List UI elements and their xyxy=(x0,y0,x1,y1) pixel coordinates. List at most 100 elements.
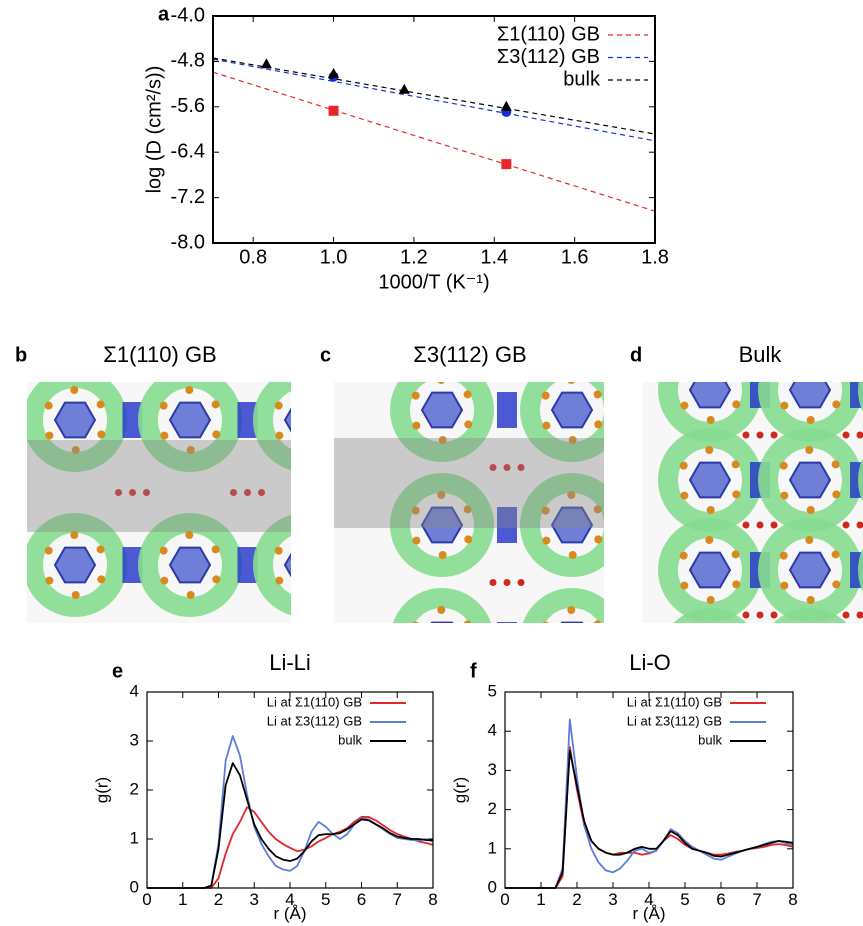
atom xyxy=(302,591,310,599)
li-cluster xyxy=(497,507,517,543)
atom xyxy=(230,489,237,496)
x-tick-label: 6 xyxy=(357,890,366,909)
atom xyxy=(503,464,511,471)
li-cluster xyxy=(750,642,770,678)
point xyxy=(328,67,340,78)
x-axis-label: r (Å) xyxy=(632,904,665,923)
atom xyxy=(463,505,472,514)
atom xyxy=(129,489,136,496)
atom xyxy=(518,694,525,701)
panel-label: e xyxy=(112,660,123,682)
polyhedron xyxy=(420,391,464,429)
atom xyxy=(680,372,688,380)
atom xyxy=(832,580,841,589)
atom xyxy=(503,579,511,586)
y-tick-label: 0 xyxy=(488,877,497,896)
atom xyxy=(96,545,105,554)
atom xyxy=(593,620,602,623)
y-tick-label: 1 xyxy=(130,828,139,847)
atom xyxy=(274,401,283,410)
atom xyxy=(780,581,789,590)
atom xyxy=(742,521,750,529)
atom xyxy=(705,356,713,364)
atom xyxy=(856,431,863,439)
y-axis-label: log (D (cm²/s)) xyxy=(143,66,165,194)
x-tick-label: 1 xyxy=(178,890,187,909)
atom xyxy=(567,382,575,385)
structure-image xyxy=(642,356,863,694)
line xyxy=(505,718,794,889)
legend-label: bulk xyxy=(563,68,601,90)
atom xyxy=(160,576,169,585)
atom xyxy=(437,606,446,615)
atom xyxy=(412,621,419,623)
li-cluster xyxy=(237,402,258,438)
point xyxy=(500,100,512,111)
li-ring xyxy=(673,608,747,623)
polyhedron xyxy=(168,401,212,439)
legend-label: Li at Σ3(112) GB xyxy=(267,713,362,728)
y-tick-label: 0 xyxy=(130,877,139,896)
li-ring xyxy=(773,608,847,623)
atom xyxy=(707,686,715,694)
atom xyxy=(70,531,79,540)
li-ring xyxy=(390,473,494,577)
li-ring xyxy=(520,473,604,577)
point xyxy=(501,159,512,170)
x-tick-label: 1.4 xyxy=(480,246,508,268)
atom xyxy=(594,535,603,544)
atom xyxy=(45,576,54,585)
li-ring xyxy=(138,382,242,472)
y-tick-label: 5 xyxy=(488,681,497,700)
atom xyxy=(679,551,688,560)
li-ring xyxy=(390,382,494,462)
atom xyxy=(412,652,420,660)
atom xyxy=(634,579,641,586)
gb-band xyxy=(27,440,291,532)
y-axis-label: g(r) xyxy=(92,777,111,803)
y-tick-label: 1 xyxy=(488,838,497,857)
polyhedron xyxy=(283,407,291,433)
atom xyxy=(345,634,352,641)
line xyxy=(147,735,434,889)
li-cluster xyxy=(497,622,517,623)
atom xyxy=(770,521,778,529)
atom xyxy=(258,634,265,641)
atom xyxy=(463,390,472,399)
x-tick-label: 7 xyxy=(393,890,402,909)
panel-title: Bulk xyxy=(739,342,783,367)
x-tick-label: 7 xyxy=(752,890,761,909)
line xyxy=(505,749,794,889)
line xyxy=(505,745,794,889)
atom xyxy=(705,446,714,455)
structure-image xyxy=(27,382,352,641)
atom xyxy=(541,506,550,515)
atom xyxy=(568,550,577,559)
atom xyxy=(705,536,714,545)
li-cluster xyxy=(122,547,143,583)
panel-label: b xyxy=(15,344,27,366)
plot-frame xyxy=(146,691,434,889)
li-ring xyxy=(253,514,291,616)
li-ring xyxy=(520,382,604,462)
atom xyxy=(620,694,627,701)
atom xyxy=(634,464,641,471)
x-tick-label: 5 xyxy=(321,890,330,909)
atom xyxy=(438,435,447,444)
atom xyxy=(327,400,335,408)
atom xyxy=(806,595,815,604)
atom xyxy=(275,576,284,585)
polyhedron xyxy=(790,643,830,678)
x-axis-label: r (Å) xyxy=(273,904,306,923)
chart-title: Li-Li xyxy=(269,650,311,675)
atom xyxy=(212,430,221,439)
polyhedron xyxy=(688,551,732,589)
atom xyxy=(517,464,525,471)
panel-label: d xyxy=(630,344,642,366)
y-tick-label: 3 xyxy=(130,730,139,749)
x-tick-label: 2 xyxy=(572,890,581,909)
atom xyxy=(856,521,863,529)
atom xyxy=(832,490,841,499)
atom xyxy=(327,545,335,553)
